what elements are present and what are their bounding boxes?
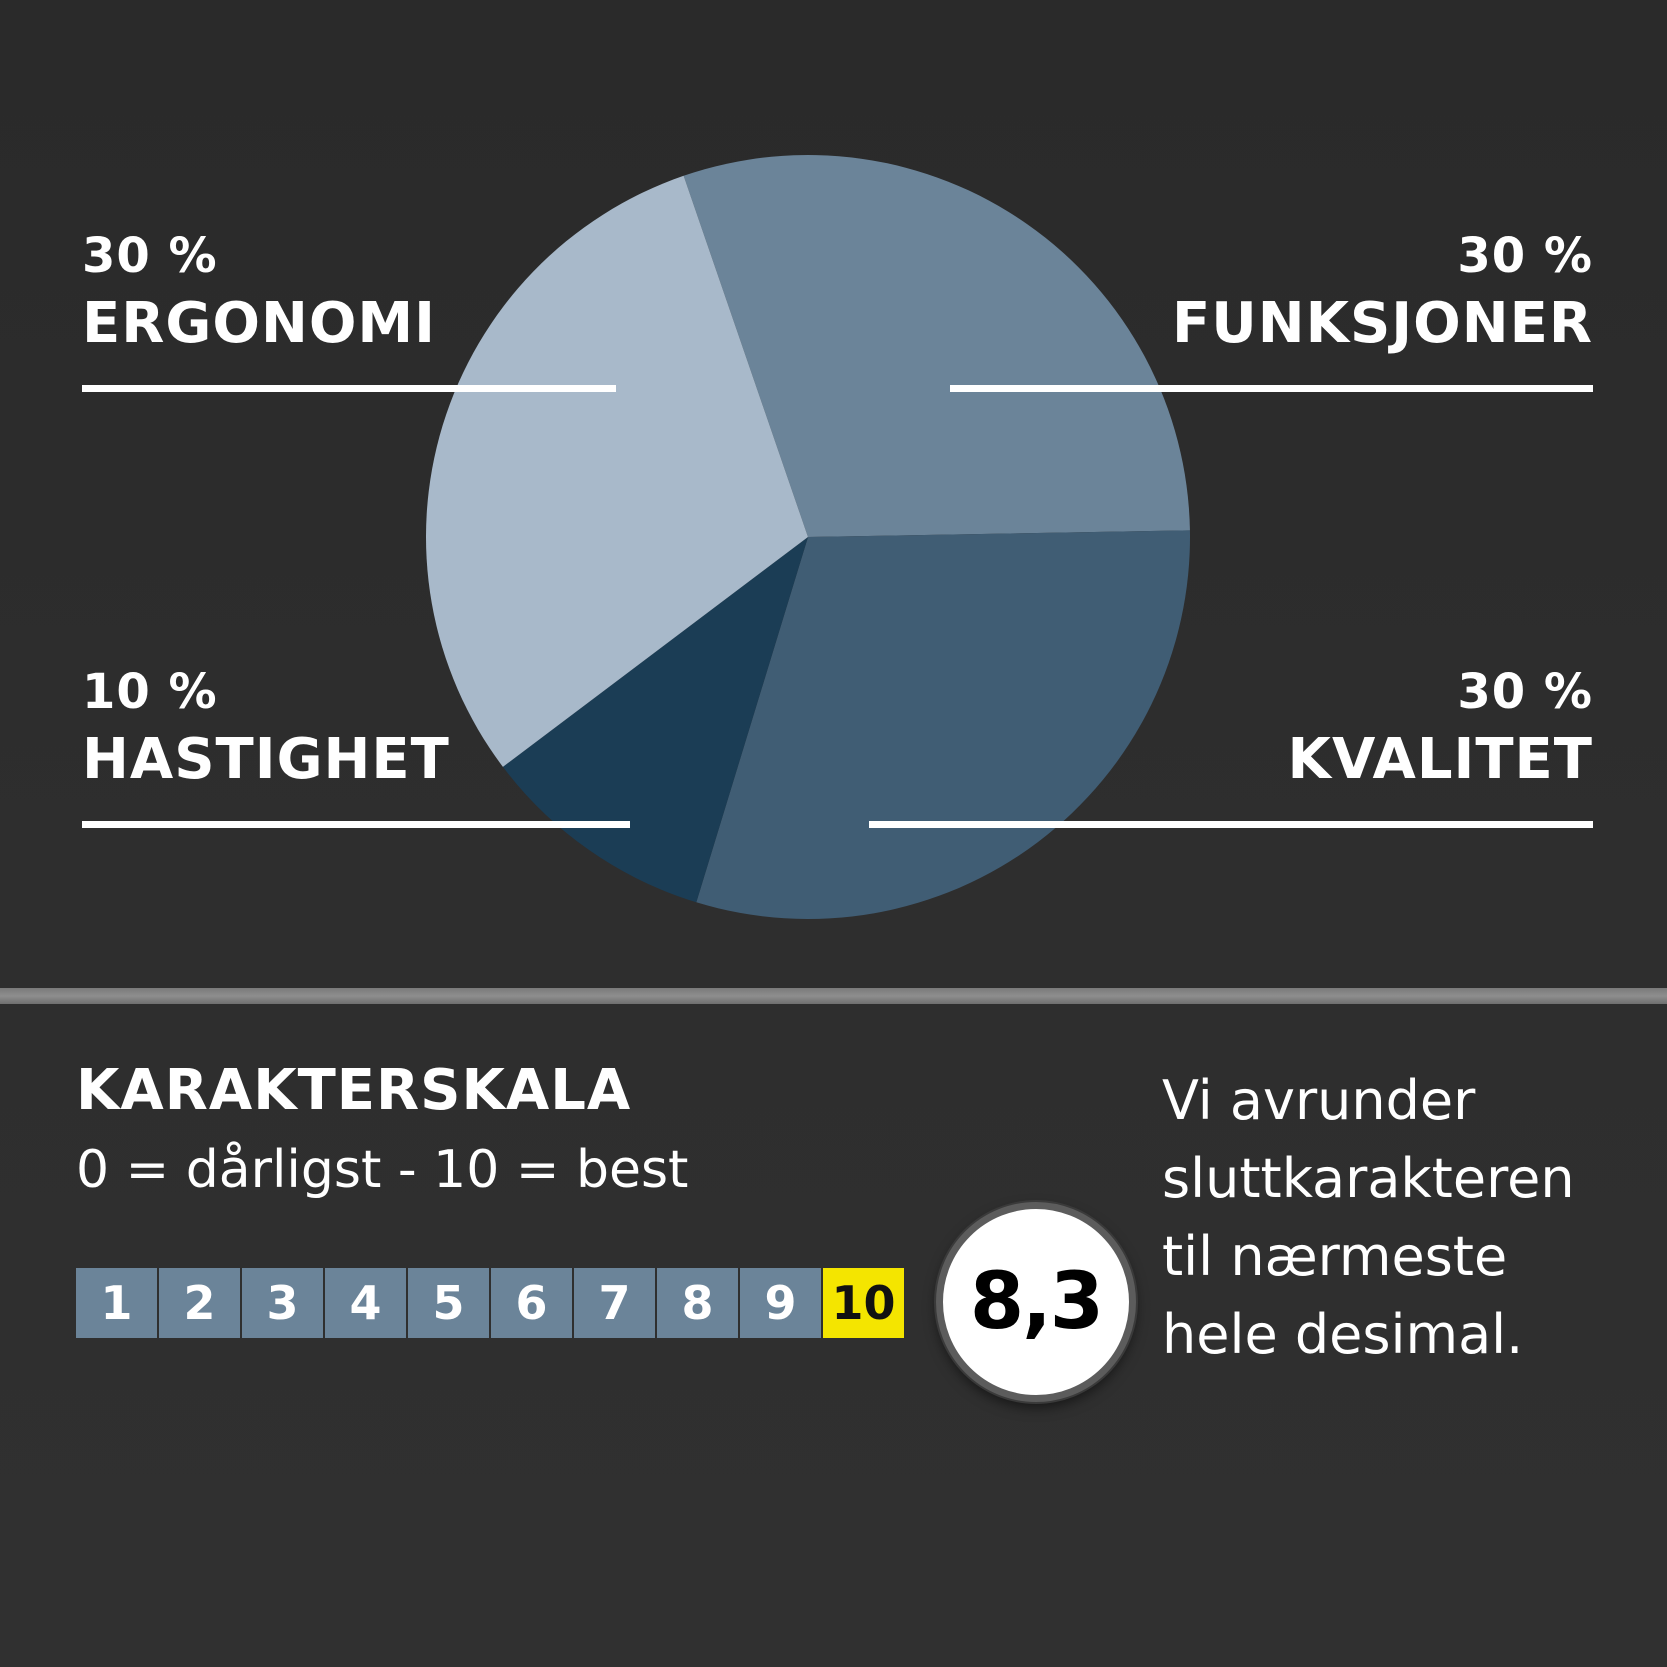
pie-slice-kvalitet [696, 530, 1190, 920]
rounding-note: Vi avrunder sluttkarakteren til nærmeste he… [1162, 1062, 1642, 1374]
pie-slice-hastighet [502, 537, 808, 903]
scale-step-8: 8 [657, 1268, 738, 1338]
pie-chart [425, 154, 1190, 920]
scale-step-6: 6 [491, 1268, 572, 1338]
note-line: sluttkarakteren [1162, 1147, 1575, 1210]
label-funksjoner-name: FUNKSJONER [1171, 291, 1593, 356]
scale-step-5: 5 [408, 1268, 489, 1338]
scale-step-4: 4 [325, 1268, 406, 1338]
scale-step-1: 1 [76, 1268, 157, 1338]
label-ergonomi-percent: 30 % [82, 228, 218, 284]
note-line: hele desimal. [1162, 1303, 1524, 1366]
scale-step-10: 10 [823, 1268, 904, 1338]
note-line: Vi avrunder [1162, 1069, 1476, 1132]
scale-step-7: 7 [574, 1268, 655, 1338]
scale-step-2: 2 [159, 1268, 240, 1338]
label-hastighet-percent: 10 % [82, 664, 218, 720]
label-funksjoner-rule [950, 385, 1593, 392]
grade-scale: 1 2 3 4 5 6 7 8 9 10 [76, 1268, 906, 1338]
label-hastighet: 10 % HASTIGHET [82, 668, 450, 788]
scale-title: KARAKTERSKALA [76, 1058, 632, 1123]
label-ergonomi: 30 % ERGONOMI [82, 232, 436, 352]
label-hastighet-rule [82, 821, 630, 828]
label-hastighet-name: HASTIGHET [82, 727, 450, 792]
label-funksjoner-percent: 30 % [1457, 228, 1593, 284]
label-kvalitet-name: KVALITET [1287, 727, 1593, 792]
label-kvalitet-rule [869, 821, 1593, 828]
label-kvalitet: 30 % KVALITET [1288, 668, 1593, 788]
label-ergonomi-name: ERGONOMI [82, 291, 436, 356]
label-funksjoner: 30 % FUNKSJONER [1172, 232, 1593, 352]
section-divider [0, 988, 1667, 1004]
note-line: til nærmeste [1162, 1225, 1508, 1288]
scale-subtitle: 0 = dårligst - 10 = best [76, 1140, 689, 1200]
pie-slice-ergonomi [425, 175, 808, 767]
pie-slice-funksjoner [683, 154, 1190, 537]
scale-step-3: 3 [242, 1268, 323, 1338]
scale-step-9: 9 [740, 1268, 821, 1338]
score-badge: 8,3 [936, 1202, 1136, 1402]
label-ergonomi-rule [82, 385, 616, 392]
label-kvalitet-percent: 30 % [1457, 664, 1593, 720]
